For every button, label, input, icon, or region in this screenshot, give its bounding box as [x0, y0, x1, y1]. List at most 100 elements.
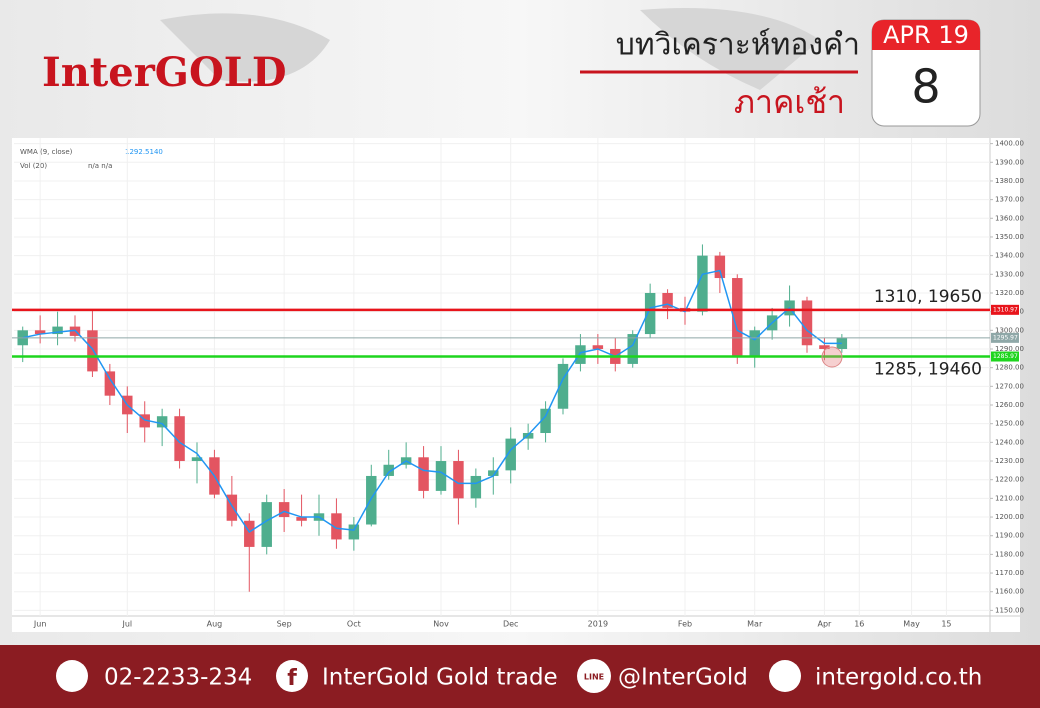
candle-body — [348, 524, 360, 540]
candle-body — [540, 408, 551, 434]
y-tick-label: 1230.00 — [995, 457, 1024, 465]
y-tick-label: 1250.00 — [995, 420, 1024, 428]
y-tick-label: 1400.00 — [995, 140, 1024, 148]
x-tick-label: 2019 — [588, 620, 608, 629]
candle-body — [749, 330, 760, 357]
y-tick-label: 1190.00 — [995, 532, 1024, 540]
candle-body — [87, 330, 98, 372]
facebook-icon-text: f — [287, 666, 297, 691]
candle-body — [836, 337, 848, 349]
price-label-box — [991, 332, 1019, 343]
candle-body — [52, 326, 63, 335]
candle-body — [435, 461, 447, 491]
y-tick-label: 1260.00 — [995, 401, 1024, 409]
candle-body — [139, 414, 150, 428]
calendar-day: 8 — [911, 60, 940, 114]
highlight-circle — [821, 346, 843, 368]
y-tick-label: 1270.00 — [995, 382, 1024, 390]
x-tick-label: Jun — [33, 620, 47, 629]
x-tick-label: Nov — [433, 620, 449, 629]
y-tick-label: 1150.00 — [995, 606, 1024, 614]
wma-line — [22, 269, 842, 534]
x-tick-label: Apr — [818, 620, 833, 629]
x-tick-label: Sep — [277, 620, 292, 629]
y-tick-label: 1290.00 — [995, 345, 1024, 353]
x-tick-label: Dec — [503, 620, 518, 629]
subtitle: ภาคเช้า — [734, 83, 845, 121]
level-annotation: 1285, 19460 — [874, 360, 982, 380]
line-icon-text: LINE — [584, 673, 604, 682]
candle-body — [156, 416, 168, 428]
legend-wma: WMA (9, close) — [20, 148, 73, 156]
legend-wma-value: 1292.5140 — [125, 148, 163, 156]
x-tick-label: May — [903, 620, 920, 629]
y-tick-label: 1180.00 — [995, 550, 1024, 558]
candle-body — [278, 502, 290, 518]
legend-vol-values: n/a n/a — [88, 162, 112, 170]
y-tick-label: 1360.00 — [995, 214, 1024, 222]
footer — [0, 645, 1040, 708]
level-annotation: 1310, 19650 — [874, 287, 982, 307]
candle-body — [453, 461, 464, 499]
candle-body — [366, 475, 377, 525]
candle-body — [470, 475, 482, 499]
price-label: 1310.97 — [993, 306, 1018, 313]
candle-body — [261, 502, 272, 547]
y-tick-label: 1220.00 — [995, 476, 1024, 484]
x-tick-label: Feb — [678, 620, 692, 629]
candle-body — [575, 345, 586, 364]
y-tick-label: 1160.00 — [995, 588, 1024, 596]
price-label: 1285.97 — [993, 353, 1018, 360]
candle-body — [191, 457, 203, 462]
x-tick-label: Aug — [207, 620, 223, 629]
price-label-box — [991, 304, 1019, 315]
x-tick-label: 16 — [854, 620, 864, 629]
y-tick-label: 1240.00 — [995, 438, 1024, 446]
candle-body — [418, 457, 429, 491]
candle-body — [34, 330, 46, 335]
candle-body — [627, 334, 638, 364]
phone-icon — [56, 660, 88, 692]
y-tick-label: 1380.00 — [995, 177, 1024, 185]
candle-body — [174, 416, 185, 462]
candle-body — [644, 292, 656, 335]
line-icon — [577, 659, 611, 693]
y-tick-label: 1320.00 — [995, 289, 1024, 297]
candle-body — [244, 520, 255, 547]
candle-body — [505, 438, 516, 471]
y-tick-label: 1170.00 — [995, 569, 1024, 577]
x-tick-label: Oct — [347, 620, 361, 629]
candle-body — [383, 464, 394, 476]
title: บทวิเคราะห์ทองคำ — [616, 28, 860, 63]
y-tick-label: 1200.00 — [995, 513, 1024, 521]
candle-body — [226, 494, 238, 521]
candle-body — [592, 345, 604, 349]
y-tick-label: 1330.00 — [995, 270, 1024, 278]
facebook-icon — [276, 660, 308, 692]
candle-body — [557, 363, 569, 409]
facebook: InterGold Gold trade — [322, 665, 558, 691]
candle-body — [801, 300, 813, 346]
legend-vol: Vol (20) — [20, 162, 47, 170]
candle-body — [296, 517, 307, 521]
calendar-month: APR 19 — [883, 21, 969, 49]
chart-area — [12, 138, 1020, 632]
candle-body — [732, 278, 743, 357]
x-tick-label: 15 — [941, 620, 951, 629]
y-tick-label: 1300.00 — [995, 326, 1024, 334]
x-tick-label: Mar — [747, 620, 763, 629]
web-icon — [769, 660, 801, 692]
candle-body — [104, 371, 116, 396]
y-tick-label: 1350.00 — [995, 233, 1024, 241]
candle-body — [331, 513, 342, 540]
candle-body — [697, 255, 708, 312]
y-tick-label: 1370.00 — [995, 196, 1024, 204]
candle-body — [662, 292, 673, 308]
y-tick-label: 1280.00 — [995, 364, 1024, 372]
map-shape — [160, 8, 820, 90]
price-label: 1295.97 — [993, 334, 1018, 341]
price-label-box — [991, 351, 1019, 362]
candle-body — [488, 470, 499, 476]
y-tick-label: 1210.00 — [995, 494, 1024, 502]
